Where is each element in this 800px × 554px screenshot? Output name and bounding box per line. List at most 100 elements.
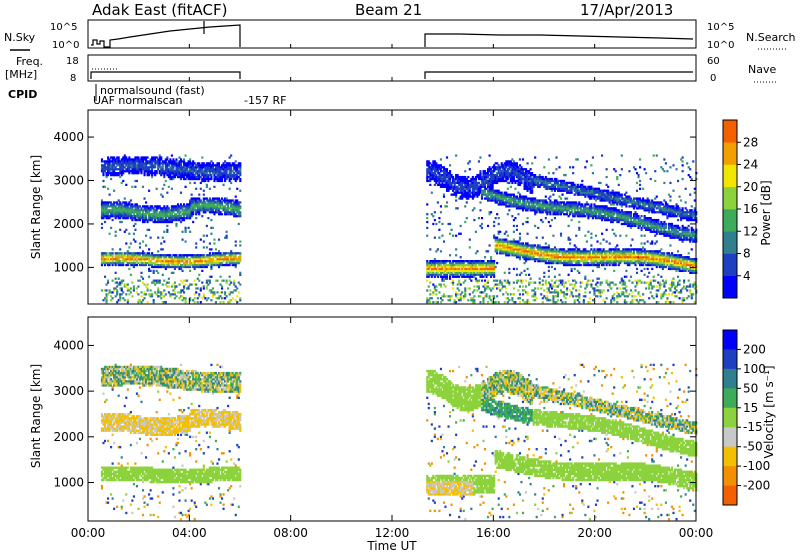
power-cell <box>162 168 164 170</box>
power-cell <box>130 199 132 201</box>
power-cell <box>203 194 205 196</box>
power-cell <box>168 207 170 209</box>
power-cell <box>489 297 491 299</box>
power-cell <box>226 235 228 237</box>
power-cell <box>551 219 553 221</box>
power-cell <box>107 258 109 260</box>
power-cell <box>148 248 150 250</box>
power-cell <box>230 250 232 252</box>
power-cell <box>533 186 535 188</box>
power-cell <box>128 172 130 174</box>
power-cell <box>168 264 170 266</box>
power-cell <box>180 158 182 160</box>
power-cell <box>159 164 161 166</box>
power-cell <box>178 209 180 211</box>
power-cell <box>133 285 135 287</box>
power-cell <box>525 260 527 262</box>
power-cell <box>554 276 556 278</box>
power-cell <box>238 209 240 211</box>
power-cell <box>440 301 442 303</box>
power-cell <box>499 289 501 291</box>
power-cell <box>218 197 220 199</box>
power-cell <box>498 223 500 225</box>
power-cell <box>143 297 145 299</box>
power-cell <box>232 291 234 293</box>
power-cell <box>434 237 436 239</box>
power-cell <box>112 256 114 258</box>
power-cell <box>223 280 225 282</box>
power-cell <box>434 266 436 268</box>
power-cell <box>235 244 237 246</box>
power-cell <box>555 248 557 250</box>
power-cell <box>492 188 494 190</box>
power-cell <box>203 199 205 201</box>
power-cell <box>473 295 475 297</box>
power-cell <box>172 178 174 180</box>
power-cell <box>165 256 167 258</box>
power-cell <box>517 166 519 168</box>
power-cell <box>150 270 152 272</box>
power-cell <box>233 280 235 282</box>
power-cell <box>198 213 200 215</box>
power-cell <box>112 291 114 293</box>
power-cell <box>195 213 197 215</box>
power-cell <box>499 280 501 282</box>
power-cell <box>454 299 456 301</box>
power-cell <box>115 166 117 168</box>
power-cell <box>180 280 182 282</box>
power-cell <box>206 184 208 186</box>
power-cell <box>508 281 510 283</box>
power-cell <box>499 168 501 170</box>
power-cell <box>527 162 529 164</box>
power-cell <box>162 195 164 197</box>
power-cell <box>110 227 112 229</box>
power-cell <box>189 270 191 272</box>
power-cell <box>226 295 228 297</box>
power-cell <box>478 217 480 219</box>
power-cell <box>223 301 225 303</box>
power-cell <box>513 176 515 178</box>
power-cell <box>142 186 144 188</box>
power-cell <box>455 194 457 196</box>
power-cell <box>143 221 145 223</box>
power-cell <box>169 295 171 297</box>
power-cell <box>194 182 196 184</box>
power-cell <box>451 272 453 274</box>
power-cell <box>101 158 103 160</box>
power-cell <box>191 283 193 285</box>
power-cell <box>469 287 471 289</box>
power-cell <box>180 162 182 164</box>
power-cell <box>455 254 457 256</box>
power-cell <box>478 287 480 289</box>
power-cell <box>160 297 162 299</box>
power-cell <box>139 205 141 207</box>
power-cell <box>183 215 185 217</box>
power-cell <box>549 199 551 201</box>
power-cell <box>481 223 483 225</box>
power-cell <box>458 276 460 278</box>
power-cell <box>209 188 211 190</box>
power-cell <box>105 299 107 301</box>
power-cell <box>484 192 486 194</box>
power-cell <box>145 244 147 246</box>
power-cell <box>485 266 487 268</box>
power-cell <box>469 246 471 248</box>
power-cell <box>548 197 550 199</box>
power-cell <box>239 244 241 246</box>
power-cell <box>432 293 434 295</box>
power-cell <box>569 289 571 291</box>
power-cell <box>140 260 142 262</box>
power-cell <box>118 258 120 260</box>
power-cell <box>195 291 197 293</box>
power-cell <box>536 297 538 299</box>
power-cell <box>148 190 150 192</box>
power-cell <box>139 299 141 301</box>
power-cell <box>210 178 212 180</box>
power-cell <box>204 201 206 203</box>
power-cell <box>571 219 573 221</box>
power-cell <box>458 268 460 270</box>
power-cell <box>472 297 474 299</box>
power-cell <box>226 170 228 172</box>
power-cell <box>181 281 183 283</box>
power-cell <box>563 291 565 293</box>
